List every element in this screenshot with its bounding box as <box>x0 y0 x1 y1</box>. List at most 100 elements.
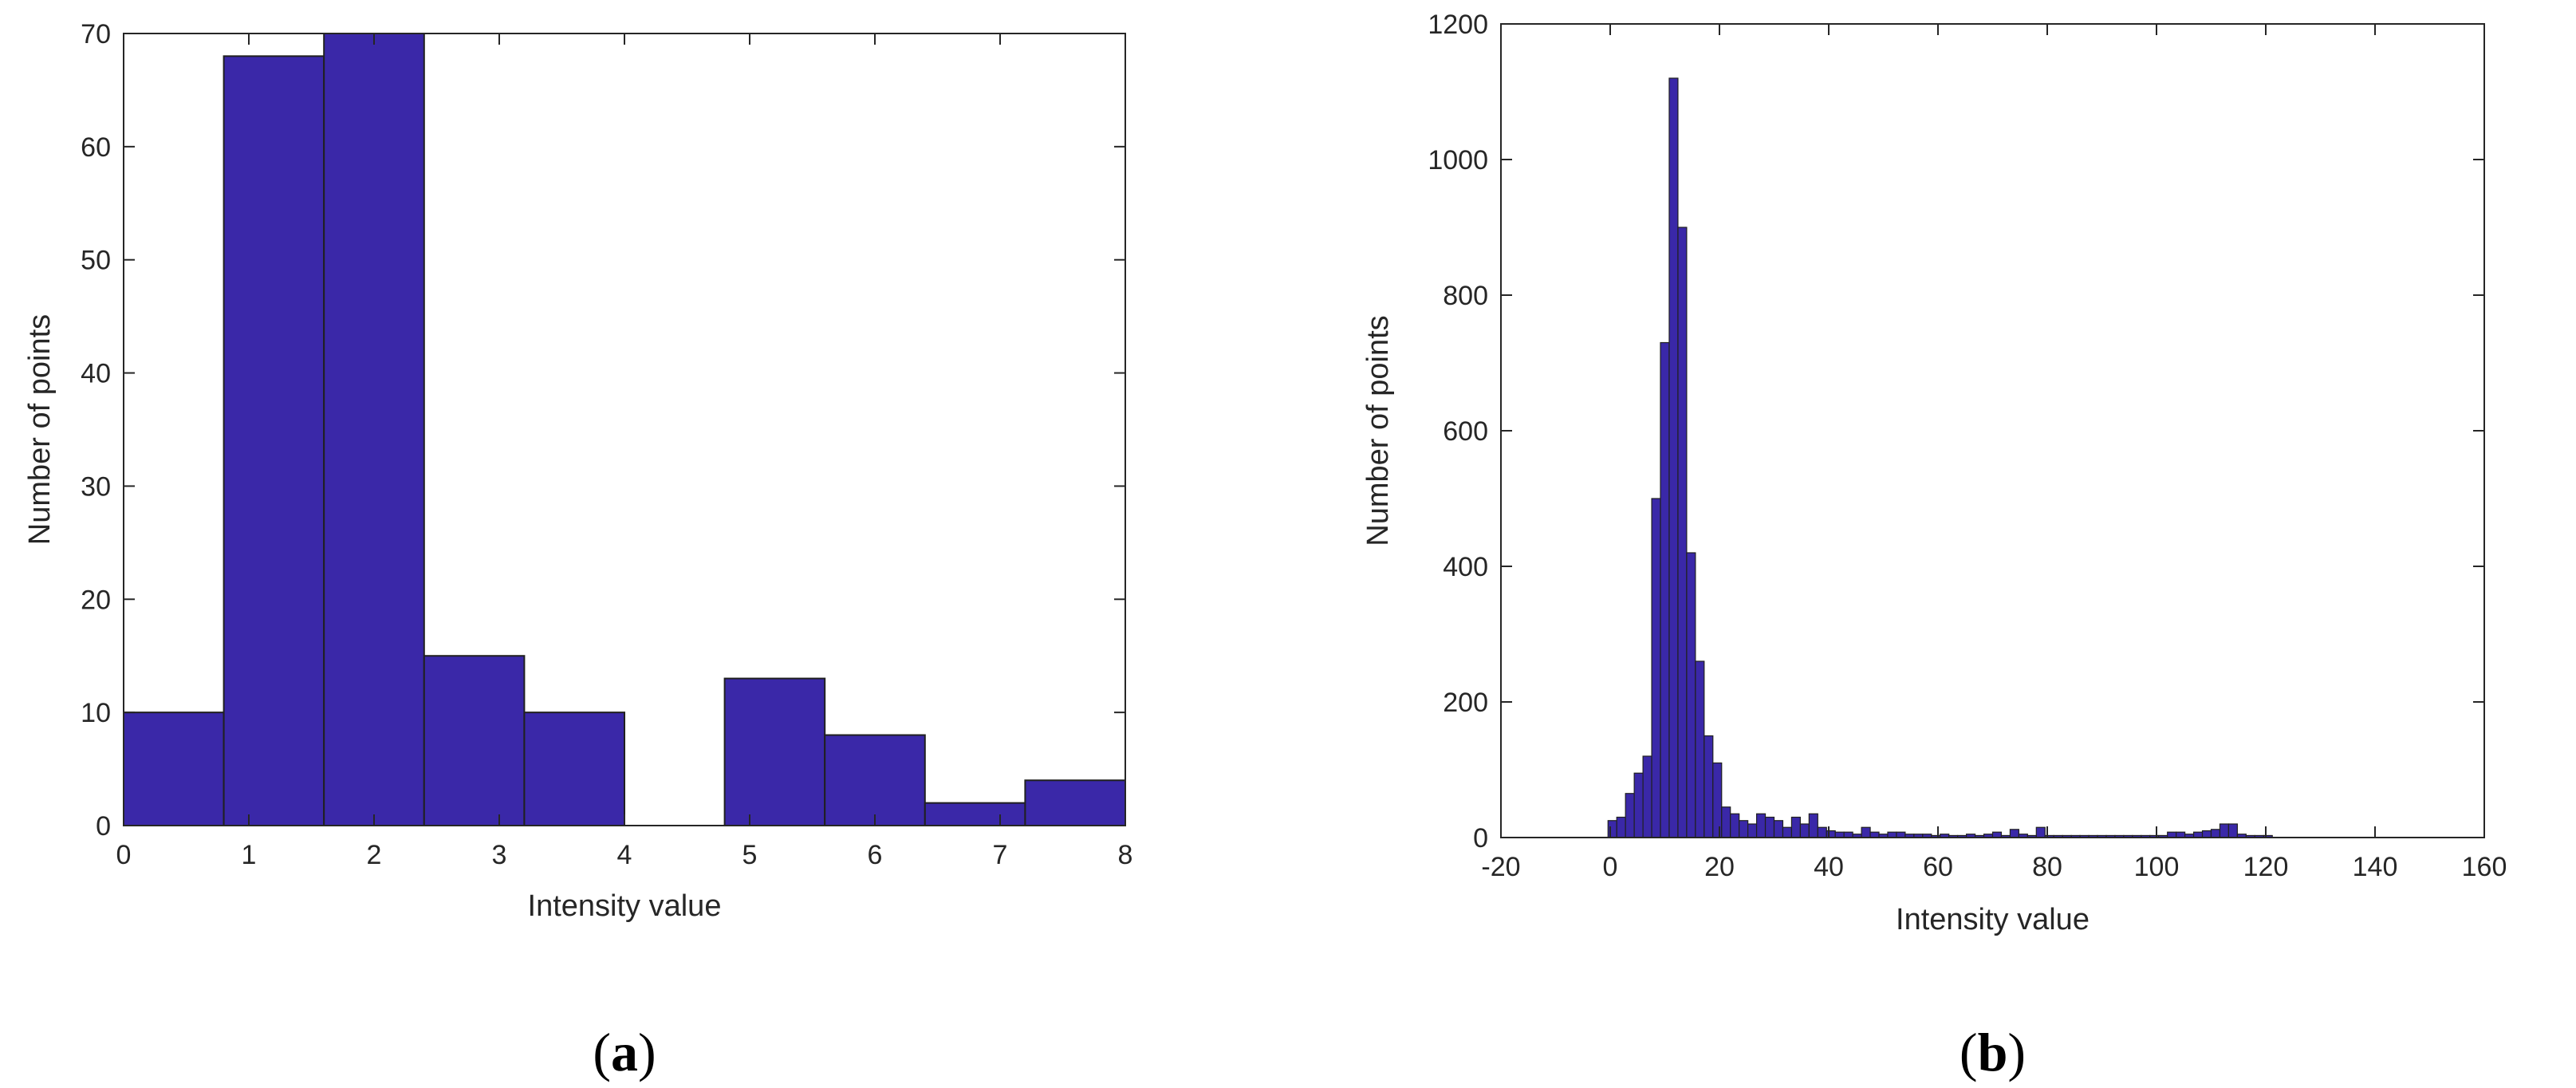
panel-a-y-tick-label-6: 60 <box>81 132 111 163</box>
histogram-panel-a: 0 1 2 3 4 5 6 7 8 0 10 20 30 40 50 60 70 Intensity valu… <box>23 19 1132 1082</box>
panel-a-y-tick-label-1: 10 <box>81 698 111 728</box>
panel-b-bar-24 <box>1808 813 1818 838</box>
panel-b-bar-71 <box>2219 823 2230 838</box>
panel-b-x-tick-label-9: 160 <box>2462 852 2507 882</box>
panel-b-x-tick-label-6: 100 <box>2134 852 2180 882</box>
panel-b-bar-3 <box>1625 793 1635 838</box>
panel-b-y-axis-title: Number of points <box>1361 315 1395 546</box>
panel-a-letter: a <box>611 1022 638 1082</box>
panel-b-bar-33 <box>1887 831 1897 838</box>
panel-b-y-tick-label-1: 200 <box>1443 688 1488 718</box>
panel-b-y-tick-label-6: 1200 <box>1428 10 1488 40</box>
panel-a-bar-0 <box>123 712 225 827</box>
panel-b-bar-26 <box>1826 830 1836 838</box>
panel-b-x-tick-label-5: 80 <box>2032 852 2062 882</box>
panel-b-bar-69 <box>2201 830 2212 838</box>
panel-a-caption-label: (a) <box>593 1022 656 1082</box>
panel-b-bar-70 <box>2210 829 2221 838</box>
panel-b-bar-50 <box>2035 826 2046 838</box>
panel-b-bar-12 <box>1704 735 1714 838</box>
panel-a-x-tick-label-2: 2 <box>367 840 382 870</box>
panel-b-bar-45 <box>1991 831 2003 838</box>
panel-b-bar-7 <box>1660 341 1670 838</box>
panel-a-bar-8 <box>924 802 1026 827</box>
panel-b-bar-5 <box>1642 755 1652 838</box>
panel-b-x-tick-label-8: 140 <box>2353 852 2398 882</box>
panel-a-y-tick-label-5: 50 <box>81 246 111 276</box>
panel-b-caption-label: (b) <box>1960 1022 2026 1082</box>
panel-b-bar-28 <box>1843 831 1853 838</box>
panel-a-x-tick-label-0: 0 <box>116 840 132 870</box>
panel-b-x-tick-label-0: -20 <box>1481 852 1520 882</box>
panel-b-bar-17 <box>1747 823 1758 838</box>
panel-a-x-axis-title: Intensity value <box>528 889 722 923</box>
panel-a-bar-6 <box>723 677 826 826</box>
panel-a-close-paren: ) <box>638 1022 656 1082</box>
panel-a-y-ticks: 0 10 20 30 40 50 60 70 <box>81 19 1125 842</box>
histogram-panel-b: -20 0 20 40 60 80 100 120 140 160 020040060080010… <box>1361 10 2507 1082</box>
panel-b-x-axis-title: Intensity value <box>1896 903 2090 936</box>
panel-b-bar-13 <box>1712 762 1723 838</box>
panel-b-x-tick-label-2: 20 <box>1704 852 1735 882</box>
panel-a-bar-3 <box>423 655 526 827</box>
panel-a-y-axis-title: Number of points <box>23 314 57 545</box>
panel-b-y-tick-label-5: 1000 <box>1428 145 1488 175</box>
panel-a-bar-1 <box>223 55 325 827</box>
panel-b-bar-1 <box>1607 820 1617 838</box>
panel-a-y-tick-label-3: 30 <box>81 471 111 502</box>
panel-b-x-ticks: -20 0 20 40 60 80 100 120 140 160 <box>1481 24 2507 882</box>
panel-a-x-tick-label-1: 1 <box>242 840 257 870</box>
panel-b-y-ticks: 0 200 400 600 800 1000 1200 <box>1428 10 2484 853</box>
panel-b-bar-9 <box>1677 227 1688 838</box>
panel-a-bar-9 <box>1024 779 1127 826</box>
panel-a-x-tick-label-8: 8 <box>1118 840 1133 870</box>
panel-a-x-tick-label-6: 6 <box>868 840 883 870</box>
panel-b-bar-20 <box>1773 820 1784 838</box>
panel-b-x-tick-label-3: 40 <box>1814 852 1844 882</box>
panel-b-bar-4 <box>1633 772 1644 838</box>
panel-b-close-paren: ) <box>2007 1022 2026 1082</box>
panel-b-bar-21 <box>1782 826 1793 838</box>
panel-b-bar-68 <box>2192 831 2204 838</box>
panel-b-bar-18 <box>1755 813 1767 838</box>
panel-a-y-tick-label-4: 40 <box>81 359 111 389</box>
panel-b-bar-6 <box>1651 498 1661 838</box>
panel-b-y-tick-label-4: 800 <box>1443 281 1488 311</box>
panel-b-bar-66 <box>2176 831 2186 838</box>
panel-a-bar-7 <box>824 734 926 826</box>
panel-a-bar-4 <box>523 712 626 827</box>
panel-b-bar-30 <box>1861 826 1871 838</box>
panel-a-y-tick-label-0: 0 <box>96 811 111 842</box>
panel-b-bar-8 <box>1668 77 1679 838</box>
panel-b-y-tick-label-3: 600 <box>1443 416 1488 447</box>
panel-b-bar-27 <box>1834 831 1845 838</box>
panel-b-bar-19 <box>1764 816 1775 838</box>
panel-b-bar-11 <box>1695 660 1705 838</box>
panel-a-x-tick-label-5: 5 <box>742 840 758 870</box>
panel-a-x-ticks: 0 1 2 3 4 5 6 7 8 <box>116 34 1133 870</box>
panel-b-bar-47 <box>2009 829 2019 838</box>
panel-b-y-tick-label-0: 0 <box>1473 823 1488 853</box>
panel-a-x-tick-label-7: 7 <box>993 840 1008 870</box>
panel-b-bar-15 <box>1730 813 1740 838</box>
panel-b-x-tick-label-4: 60 <box>1923 852 1953 882</box>
panel-a-x-tick-label-4: 4 <box>617 840 632 870</box>
panel-b-bar-2 <box>1616 816 1626 838</box>
panel-a-x-tick-label-3: 3 <box>492 840 507 870</box>
panel-b-x-tick-label-7: 120 <box>2243 852 2289 882</box>
panel-b-bar-14 <box>1721 806 1731 838</box>
panel-b-bar-16 <box>1739 820 1749 838</box>
panel-a-bars <box>123 33 1127 827</box>
panel-a-bar-2 <box>323 33 425 826</box>
panel-a-y-tick-label-2: 20 <box>81 585 111 615</box>
panel-a-open-paren: ( <box>593 1022 611 1082</box>
panel-b-bar-34 <box>1896 831 1906 838</box>
panel-b-bar-23 <box>1799 823 1810 838</box>
panel-b-y-tick-label-2: 400 <box>1443 552 1488 582</box>
panel-b-bar-22 <box>1790 816 1801 838</box>
panel-b-open-paren: ( <box>1960 1022 1978 1082</box>
panel-b-x-tick-label-1: 0 <box>1603 852 1618 882</box>
panel-b-bar-72 <box>2227 823 2238 838</box>
